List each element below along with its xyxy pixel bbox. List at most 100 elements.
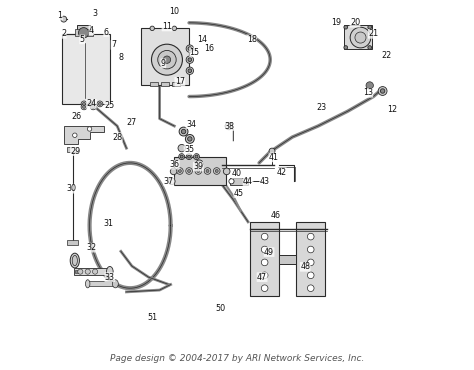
Circle shape	[61, 16, 67, 22]
Text: 9: 9	[161, 59, 166, 68]
Text: 18: 18	[247, 35, 257, 44]
Text: 26: 26	[72, 112, 82, 121]
Bar	[174, 157, 226, 185]
Text: 51: 51	[147, 313, 157, 322]
Circle shape	[90, 104, 96, 110]
Text: 46: 46	[271, 211, 281, 220]
Circle shape	[188, 58, 191, 61]
Circle shape	[213, 168, 220, 174]
Text: 37: 37	[164, 177, 174, 186]
Circle shape	[163, 56, 171, 63]
Circle shape	[85, 269, 90, 274]
Circle shape	[188, 47, 191, 50]
Text: 16: 16	[204, 44, 214, 53]
Bar	[77, 26, 90, 35]
Circle shape	[73, 133, 77, 137]
Text: 8: 8	[118, 53, 123, 62]
Circle shape	[178, 169, 182, 172]
Circle shape	[92, 105, 95, 108]
Circle shape	[81, 101, 87, 107]
Circle shape	[188, 155, 191, 158]
Circle shape	[308, 233, 314, 240]
Bar	[173, 82, 180, 86]
Circle shape	[261, 246, 268, 253]
Circle shape	[186, 56, 193, 63]
Circle shape	[81, 104, 87, 110]
Bar	[62, 34, 110, 104]
Text: 50: 50	[215, 304, 226, 313]
Circle shape	[196, 160, 203, 167]
Circle shape	[215, 169, 218, 172]
Text: 20: 20	[350, 18, 360, 27]
Circle shape	[261, 259, 268, 266]
Circle shape	[355, 32, 366, 43]
Text: 14: 14	[197, 35, 207, 44]
Text: 41: 41	[269, 153, 279, 162]
Circle shape	[188, 137, 192, 141]
Circle shape	[261, 272, 268, 279]
Circle shape	[308, 246, 314, 253]
Circle shape	[186, 154, 192, 159]
Circle shape	[225, 122, 233, 130]
Circle shape	[261, 285, 268, 292]
Circle shape	[344, 26, 347, 29]
Circle shape	[186, 67, 193, 74]
Circle shape	[186, 168, 192, 174]
Circle shape	[152, 44, 182, 75]
Circle shape	[97, 101, 103, 107]
Circle shape	[79, 28, 89, 38]
Circle shape	[195, 168, 201, 174]
Text: 12: 12	[387, 105, 397, 114]
Circle shape	[92, 269, 98, 274]
Circle shape	[170, 168, 177, 175]
Circle shape	[186, 45, 193, 52]
Text: 36: 36	[169, 160, 179, 169]
Text: 17: 17	[175, 77, 185, 86]
Circle shape	[368, 46, 372, 49]
Text: 11: 11	[162, 22, 172, 31]
Circle shape	[229, 179, 234, 184]
Circle shape	[172, 26, 176, 31]
Text: 40: 40	[232, 169, 242, 178]
Text: 2: 2	[61, 29, 66, 38]
Circle shape	[179, 127, 188, 136]
Text: 24: 24	[86, 100, 97, 108]
Text: 29: 29	[71, 147, 81, 156]
Circle shape	[223, 168, 230, 175]
Ellipse shape	[349, 28, 356, 45]
Circle shape	[78, 269, 83, 274]
Circle shape	[185, 135, 194, 143]
Text: 39: 39	[193, 162, 203, 171]
Bar	[150, 82, 158, 86]
Ellipse shape	[112, 280, 118, 288]
Circle shape	[188, 169, 191, 172]
Text: 31: 31	[103, 219, 113, 228]
Text: 38: 38	[225, 121, 235, 131]
Circle shape	[168, 178, 175, 185]
Text: 28: 28	[112, 132, 122, 142]
Text: 32: 32	[86, 243, 97, 252]
Ellipse shape	[70, 253, 80, 268]
Bar	[88, 281, 115, 286]
Circle shape	[87, 127, 92, 131]
Ellipse shape	[107, 266, 113, 277]
Text: 47: 47	[257, 273, 267, 282]
Bar	[74, 268, 111, 275]
Circle shape	[82, 105, 85, 108]
Circle shape	[244, 179, 249, 184]
Text: 44: 44	[243, 177, 253, 186]
Bar	[67, 240, 79, 245]
Text: 4: 4	[89, 26, 94, 35]
Bar	[279, 255, 296, 264]
Circle shape	[350, 27, 371, 48]
Circle shape	[158, 50, 176, 69]
Text: 19: 19	[331, 18, 342, 27]
Text: 10: 10	[169, 7, 179, 16]
Circle shape	[206, 169, 209, 172]
Text: 48: 48	[300, 262, 310, 271]
Bar	[250, 222, 279, 296]
Text: 43: 43	[260, 177, 270, 186]
Circle shape	[179, 154, 185, 159]
Text: 45: 45	[234, 189, 244, 198]
Text: 1: 1	[57, 11, 63, 20]
